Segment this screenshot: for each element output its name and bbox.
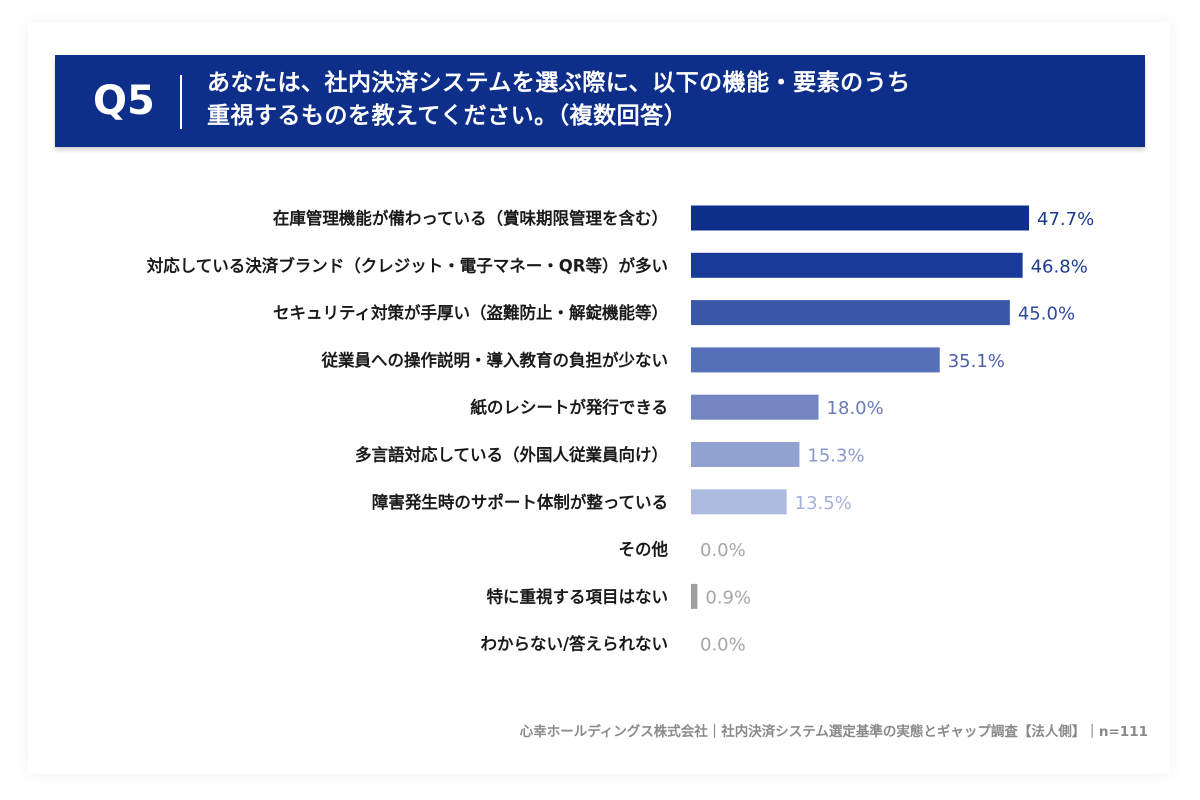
value-label: 47.7%: [1037, 209, 1094, 230]
category-label: その他: [619, 539, 669, 559]
bar: [691, 205, 1029, 231]
question-number: Q5: [93, 78, 155, 124]
value-label: 45.0%: [1018, 304, 1075, 325]
question-text: あなたは、社内決済システムを選ぶ際に、以下の機能・要素のうち 重視するものを教え…: [207, 67, 911, 133]
bar: [691, 300, 1010, 326]
value-label: 0.9%: [705, 587, 751, 608]
category-label: 障害発生時のサポート体制が整っている: [372, 492, 668, 512]
bar: [691, 252, 1023, 278]
category-label: 在庫管理機能が備わっている（賞味期限管理を含む）: [273, 208, 668, 228]
bar: [691, 347, 940, 373]
bar: [691, 489, 787, 515]
chart-card: [28, 22, 1170, 774]
question-line-2: 重視するものを教えてください。（複数回答）: [207, 103, 688, 129]
question-header: Q5 あなたは、社内決済システムを選ぶ際に、以下の機能・要素のうち 重視するもの…: [55, 55, 1145, 147]
category-label: 多言語対応している（外国人従業員向け）: [355, 445, 668, 465]
value-label: 0.0%: [700, 540, 746, 561]
header-divider: [180, 75, 182, 129]
value-label: 35.1%: [948, 351, 1005, 372]
value-label: 0.0%: [700, 635, 746, 656]
question-line-1: あなたは、社内決済システムを選ぶ際に、以下の機能・要素のうち: [207, 70, 911, 96]
value-label: 46.8%: [1031, 256, 1088, 277]
value-label: 13.5%: [795, 493, 852, 514]
value-label: 18.0%: [827, 398, 884, 419]
category-label: 対応している決済ブランド（クレジット・電子マネー・QR等）が多い: [146, 255, 668, 275]
category-label: 紙のレシートが発行できる: [470, 397, 668, 417]
source-footer: 心幸ホールディングス株式会社｜社内決済システム選定基準の実態とギャップ調査【法人…: [519, 724, 1148, 740]
bar: [691, 583, 698, 609]
bar: [691, 442, 800, 467]
value-label: 15.3%: [807, 446, 864, 467]
category-label: わからない/答えられない: [480, 634, 668, 654]
category-label: セキュリティ対策が手厚い（盗難防止・解錠機能等）: [273, 303, 668, 323]
category-label: 特に重視する項目はない: [487, 586, 669, 606]
bar: [691, 394, 819, 420]
category-label: 従業員への操作説明・導入教育の負担が少ない: [321, 350, 669, 370]
